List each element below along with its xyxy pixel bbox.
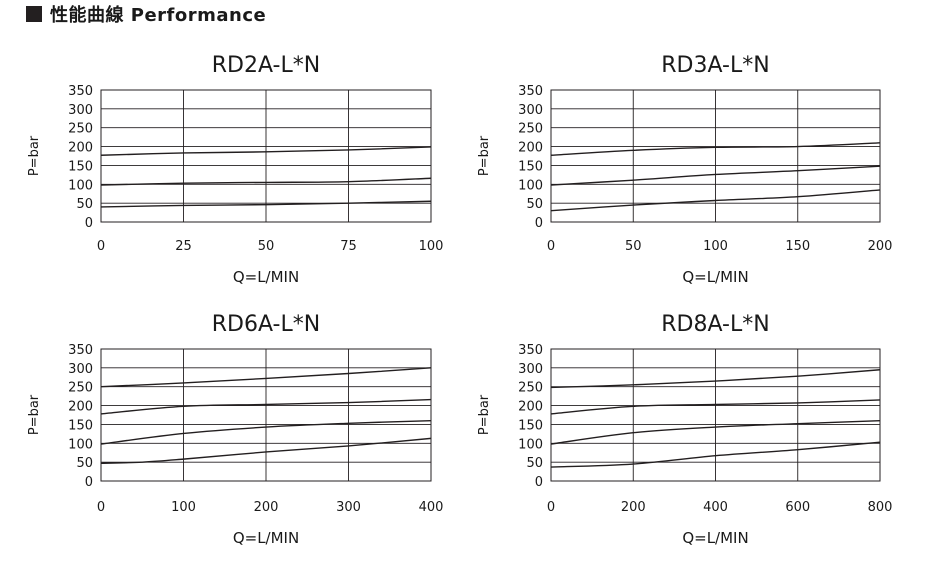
chart-1-series-line-2 — [550, 165, 881, 186]
chart-2-y-tick-label: 300 — [68, 362, 93, 377]
chart-1-y-tick-label: 0 — [535, 216, 543, 231]
chart-1-y-tick-label: 250 — [518, 122, 543, 137]
chart-2-y-tick-label: 0 — [85, 475, 93, 490]
chart-0-x-tick-label: 50 — [258, 239, 275, 254]
chart-3-y-tick-label: 50 — [526, 456, 543, 471]
chart-1-y-tick-label: 300 — [518, 103, 543, 118]
chart-3-y-tick-label: 300 — [518, 362, 543, 377]
chart-0-series-line-3 — [100, 200, 432, 208]
chart-0-series-line-2 — [100, 177, 432, 186]
chart-0-x-tick-label: 100 — [419, 239, 444, 254]
chart-3-series-line-3 — [550, 419, 881, 445]
chart-0-x-axis-label: Q=L/MIN — [233, 268, 299, 286]
section-header: 性能曲線 Performance — [26, 2, 266, 26]
chart-1-title: RD3A-L*N — [661, 53, 769, 78]
chart-0-y-tick-label: 150 — [68, 159, 93, 174]
chart-2-series-line-2 — [100, 398, 432, 415]
chart-2-y-tick-label: 200 — [68, 400, 93, 415]
chart-0-y-tick-label: 100 — [68, 178, 93, 193]
chart-3-title: RD8A-L*N — [661, 312, 769, 337]
chart-2-y-tick-label: 100 — [68, 437, 93, 452]
chart-3-y-tick-label: 100 — [518, 437, 543, 452]
chart-1-x-tick-label: 200 — [868, 239, 893, 254]
chart-3-y-tick-label: 150 — [518, 418, 543, 433]
chart-3-x-tick-label: 600 — [785, 500, 810, 515]
chart-3-x-tick-label: 800 — [868, 500, 893, 515]
chart-2-x-tick-label: 400 — [419, 500, 444, 515]
chart-0-x-tick-label: 75 — [340, 239, 357, 254]
chart-3-x-axis-label: Q=L/MIN — [682, 529, 748, 547]
chart-1-x-tick-label: 50 — [625, 239, 642, 254]
chart-3-y-axis-label: P=bar — [477, 394, 492, 435]
chart-3-y-tick-label: 200 — [518, 400, 543, 415]
section-title: 性能曲線 Performance — [50, 5, 267, 26]
chart-2-title: RD6A-L*N — [212, 312, 320, 337]
chart-3-series-line-4 — [550, 441, 881, 468]
chart-0-y-tick-label: 350 — [68, 84, 93, 99]
chart-2-y-tick-label: 150 — [68, 418, 93, 433]
chart-0-y-tick-label: 200 — [68, 141, 93, 156]
chart-2-y-tick-label: 50 — [76, 456, 93, 471]
chart-3-series-line-2 — [550, 399, 881, 415]
chart-1-x-axis-label: Q=L/MIN — [682, 268, 748, 286]
chart-3-series-line-1 — [550, 369, 881, 389]
chart-3-y-tick-label: 250 — [518, 381, 543, 396]
chart-1-x-tick-label: 150 — [785, 239, 810, 254]
chart-0-y-tick-label: 0 — [85, 216, 93, 231]
chart-2-series-line-4 — [100, 437, 432, 464]
chart-1-y-tick-label: 50 — [526, 197, 543, 212]
chart-0-x-tick-label: 25 — [175, 239, 192, 254]
chart-1-y-tick-label: 150 — [518, 159, 543, 174]
chart-0-series-line-1 — [100, 146, 432, 156]
chart-2-x-tick-label: 300 — [336, 500, 361, 515]
chart-2-x-axis-label: Q=L/MIN — [233, 529, 299, 547]
chart-0-y-tick-label: 250 — [68, 122, 93, 137]
chart-1-series-line-1 — [550, 142, 881, 156]
chart-3-y-tick-label: 0 — [535, 475, 543, 490]
chart-0-y-tick-label: 300 — [68, 103, 93, 118]
chart-2-y-axis-label: P=bar — [27, 394, 42, 435]
chart-1-y-axis-label: P=bar — [477, 135, 492, 176]
square-bullet-icon — [26, 6, 42, 22]
chart-1-y-tick-label: 100 — [518, 178, 543, 193]
chart-1-y-tick-label: 200 — [518, 141, 543, 156]
chart-2-x-tick-label: 100 — [171, 500, 196, 515]
chart-3-y-tick-label: 350 — [518, 343, 543, 358]
chart-2-series-line-1 — [100, 367, 432, 388]
chart-0-y-tick-label: 50 — [76, 197, 93, 212]
chart-0-y-axis-label: P=bar — [27, 135, 42, 176]
chart-0-title: RD2A-L*N — [212, 53, 320, 78]
chart-2-x-tick-label: 0 — [97, 500, 105, 515]
chart-3-x-tick-label: 400 — [703, 500, 728, 515]
chart-1-x-tick-label: 0 — [547, 239, 555, 254]
chart-2-y-tick-label: 350 — [68, 343, 93, 358]
chart-1-y-tick-label: 350 — [518, 84, 543, 99]
chart-3-x-tick-label: 200 — [621, 500, 646, 515]
chart-2-series-line-3 — [100, 419, 432, 445]
chart-1-series-line-3 — [550, 189, 881, 212]
chart-0-x-tick-label: 0 — [97, 239, 105, 254]
chart-1-x-tick-label: 100 — [703, 239, 728, 254]
chart-2-y-tick-label: 250 — [68, 381, 93, 396]
chart-3-x-tick-label: 0 — [547, 500, 555, 515]
chart-2-x-tick-label: 200 — [254, 500, 279, 515]
